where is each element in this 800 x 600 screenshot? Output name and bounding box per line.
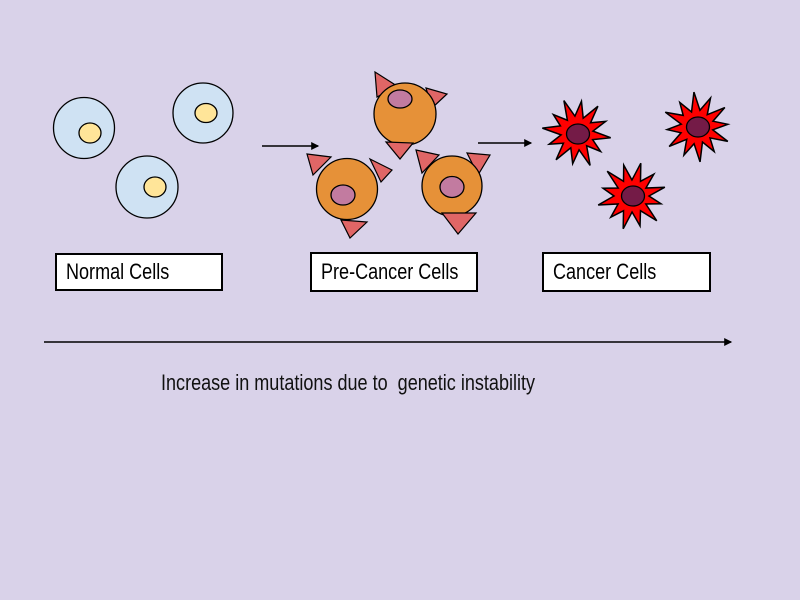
cell-nucleus (620, 185, 646, 207)
cell-nucleus (565, 123, 591, 145)
spike-triangle (339, 219, 369, 239)
cell-nucleus (387, 89, 413, 109)
mutation-caption-text: Increase in mutations due to genetic ins… (161, 370, 536, 395)
mutation-caption: Increase in mutations due to genetic ins… (161, 370, 617, 396)
cancer-cells-label-box: Cancer Cells (542, 252, 711, 292)
precancer-cell (306, 153, 393, 239)
cell-nucleus (439, 175, 465, 199)
cell-nucleus (78, 122, 102, 144)
normal-cell (115, 155, 179, 219)
spike-triangle (306, 153, 333, 177)
precancer-cells-label-box: Pre-Cancer Cells (310, 252, 478, 292)
cell-nucleus (194, 102, 218, 124)
cancer-cell (589, 155, 674, 236)
normal-cell (52, 96, 116, 160)
cancer-cells-group (537, 82, 743, 236)
precancer-cells-group (306, 70, 492, 239)
cancer-cell (651, 82, 743, 171)
cancer-cells-label: Cancer Cells (553, 259, 657, 284)
normal-cells-group (52, 82, 234, 219)
precancer-cells-label: Pre-Cancer Cells (321, 259, 459, 284)
spike-triangle (368, 157, 393, 184)
normal-cells-label-box: Normal Cells (55, 253, 223, 291)
cancer-cell (537, 95, 616, 170)
cell-nucleus (685, 116, 711, 138)
cell-nucleus (143, 176, 167, 198)
spike-triangle (384, 141, 415, 160)
precancer-cell (415, 149, 492, 235)
cell-nucleus (330, 184, 356, 206)
precancer-cell (373, 70, 449, 160)
spike-triangle (440, 212, 478, 235)
normal-cells-label: Normal Cells (66, 259, 170, 284)
spike-triangle (415, 149, 441, 175)
normal-cell (172, 82, 234, 144)
